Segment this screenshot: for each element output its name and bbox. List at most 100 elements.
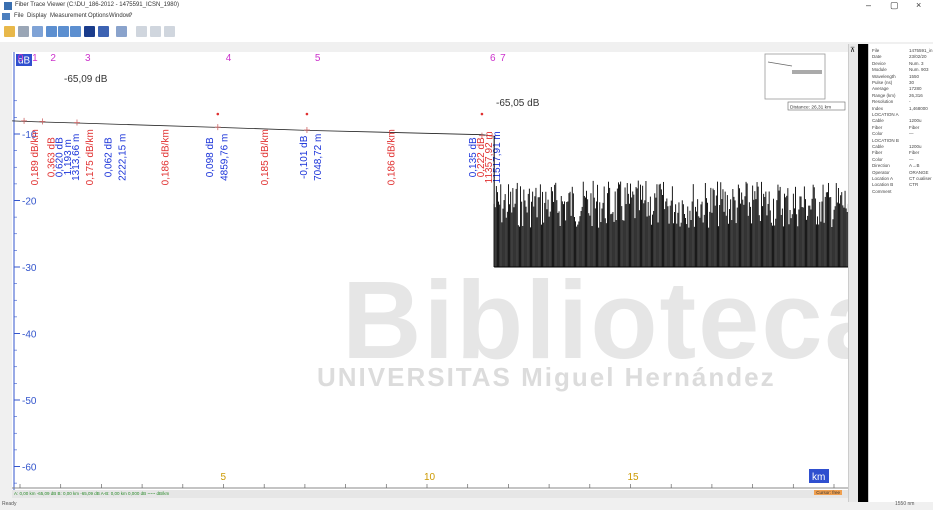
info-key: Average [872, 86, 889, 92]
app-status-text: Ready [2, 501, 17, 507]
event-number: 6 [490, 53, 496, 64]
info-key: Operator [872, 169, 890, 175]
zoom-in-icon[interactable] [46, 26, 57, 37]
marker-b-icon[interactable] [150, 26, 161, 37]
x-unit-box [809, 469, 829, 483]
info-key: Color [872, 131, 883, 137]
cross-cursor-icon[interactable] [84, 26, 95, 37]
event-value-label: 0,620 dB [55, 137, 66, 177]
menu-bar: File Display Measurement Options Window … [0, 12, 933, 22]
event-value-label: 1313,66 m [71, 134, 82, 181]
event-value-label: 7048,72 m [313, 134, 324, 181]
info-value: 30 [909, 80, 915, 85]
minimap-slope [767, 61, 793, 67]
info-value: 1,468000 [909, 105, 928, 111]
event-value-label: 0,062 dB [104, 137, 115, 177]
side-scroll-strip[interactable]: ⊼ [848, 44, 859, 502]
table-icon[interactable] [116, 26, 127, 37]
y-tick-label: -10 [22, 130, 37, 141]
event-value-label: 0,222 dB [476, 137, 487, 177]
grid-icon[interactable] [98, 26, 109, 37]
x-tick-label: 5 [221, 472, 227, 483]
info-key: Location A [872, 176, 894, 181]
cursor-mode-badge[interactable]: Cursor: free [814, 490, 842, 495]
info-key: LOCATION A [872, 112, 899, 117]
info-value: CT cualiser [909, 176, 932, 181]
watermark-title: Biblioteca [342, 259, 848, 382]
event-number: 4 [226, 53, 232, 64]
info-value: 1550 [909, 73, 920, 79]
minimize-button[interactable]: – [866, 0, 872, 10]
event-value-label: 1,193 m [63, 139, 74, 175]
menu-display[interactable]: Display [27, 13, 47, 19]
otdr-trace-plot[interactable]: Biblioteca UNIVERSITAS Miguel Hernández … [12, 52, 848, 490]
menu-measurement[interactable]: Measurement [50, 13, 87, 19]
info-key: Comment [872, 188, 892, 194]
print-icon[interactable] [18, 26, 29, 37]
info-value: CTR [909, 182, 919, 188]
info-key: Fiber [872, 124, 883, 130]
side-divider-bar[interactable] [858, 44, 868, 502]
info-key: Location B [872, 182, 894, 188]
restore-button[interactable]: ▢ [890, 0, 899, 10]
trace-info-panel: File 1475591_in Date 23/02/20 Device Num. 3 Mo… [868, 44, 933, 502]
menu-file[interactable]: File [14, 13, 24, 19]
zoom-fit-icon[interactable] [32, 26, 43, 37]
start-level-label: -65,09 dB [64, 74, 108, 85]
info-value: 26,316 [909, 92, 923, 98]
info-value: A→B [909, 163, 920, 169]
info-key: Date [872, 54, 882, 60]
event-value-label: 0,098 dB [205, 137, 216, 177]
zoom-region-icon[interactable] [70, 26, 81, 37]
document-icon[interactable] [2, 13, 10, 20]
event-dot [480, 112, 484, 116]
pin-icon[interactable]: ⊼ [850, 47, 856, 54]
marker-c-icon[interactable] [164, 26, 175, 37]
info-value: Fiber [909, 150, 920, 156]
event-value-label: 11517,91 m [492, 131, 503, 183]
info-value: 1200u [909, 144, 922, 149]
y-tick-label: -30 [22, 263, 37, 274]
minimap-label-box [787, 101, 846, 111]
event-value-label: 0,363 dB [47, 137, 58, 177]
info-value: 1475591_in [909, 48, 933, 53]
minimap-trace [792, 70, 822, 74]
y-tick-label: -60 [22, 463, 37, 474]
event-number: 1 [32, 53, 38, 64]
event-value-label: 11357,92 m [484, 131, 495, 183]
open-folder-icon[interactable] [4, 26, 15, 37]
info-key: File [872, 48, 880, 53]
event-value-label: -0,101 dB [299, 135, 310, 179]
menu-window[interactable]: Window [109, 13, 131, 19]
zoom-out-icon[interactable] [58, 26, 69, 37]
event-value-label: 0,189 dB/km [30, 129, 41, 185]
watermark-subtitle: UNIVERSITAS Miguel Hernández [317, 362, 776, 392]
info-value: ORANGE [909, 169, 929, 175]
event-value-label: 4859,76 m [220, 134, 231, 181]
event-value-label: 0,186 dB/km [160, 129, 171, 185]
event-value-label: 0,185 dB/km [260, 129, 271, 185]
trace-svg: -10 -20 -30 -40 -50 -60 dB 5 10 15 km 0 1 2 3 4 5 6 7 -65,0… [12, 52, 848, 490]
close-button[interactable]: × [916, 0, 922, 10]
info-key: Wavelength [872, 73, 896, 79]
event-value-label: 2222,15 m [118, 134, 129, 181]
info-key: Index [872, 105, 884, 111]
event-number: 3 [85, 53, 91, 64]
x-unit-label: km [812, 472, 825, 483]
status-bar: A: 0,00 km -65,09 dB B: 0,00 km -65,09 d… [12, 490, 848, 498]
info-value: — [909, 156, 914, 162]
y-tick-label: -50 [22, 396, 37, 407]
info-key: Cable [872, 144, 884, 149]
y-tick-label: -20 [22, 197, 37, 208]
menu-options[interactable]: Options [88, 13, 109, 19]
info-value: 17280 [909, 86, 922, 92]
info-key: Range (km) [872, 92, 896, 98]
event-value-label: 0,135 dB [468, 137, 479, 177]
info-value: Num. 3 [909, 60, 924, 66]
title-bar: Fiber Trace Viewer (C:\DU_186-2012 - 147… [0, 0, 933, 12]
minimap-frame [764, 53, 826, 100]
fiber-trace-line [12, 120, 493, 137]
menu-help[interactable]: ? [129, 13, 133, 19]
wavelength-status: 1550 nm [895, 501, 915, 507]
marker-a-icon[interactable] [136, 26, 147, 37]
